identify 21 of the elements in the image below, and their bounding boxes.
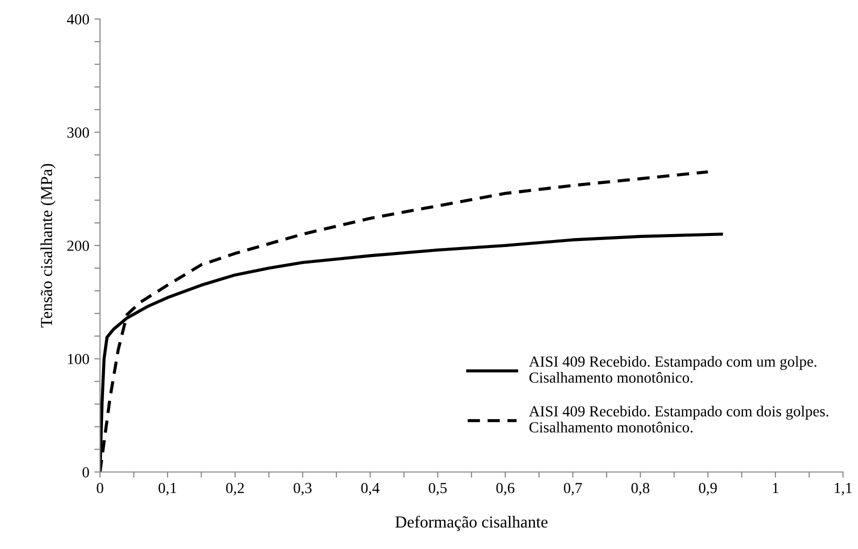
y-tick-label: 300 (67, 127, 89, 138)
x-tick-label: 0,8 (631, 482, 650, 496)
x-tick-label: 0,2 (226, 482, 244, 496)
legend-label: AISI 409 Recebido. Estampado com um golpe. Cisalhamento monotônico. (528, 356, 816, 383)
legend-label: AISI 409 Recebido. Estampado com dois golpes. Cisalhamento monotônico. (528, 406, 828, 433)
y-tick-label: 200 (67, 240, 89, 251)
x-tick-label: 0,5 (428, 482, 447, 496)
y-axis-title: Tensão cisalhante (MPa) (40, 164, 56, 328)
x-tick-label: 0,7 (564, 482, 582, 496)
x-axis-title: Deformação cisalhante (395, 516, 548, 531)
x-tick-label: 0,3 (294, 482, 312, 496)
x-tick-label: 0,9 (698, 482, 717, 496)
y-tick-label: 0 (82, 467, 89, 478)
y-tick-label: 100 (68, 354, 89, 364)
x-tick-label: 1,1 (834, 482, 852, 496)
x-tick-label: 0,6 (496, 482, 514, 496)
x-tick-label: 1 (772, 482, 778, 494)
x-tick-label: 0,4 (361, 482, 380, 496)
x-tick-label: 0 (96, 482, 104, 494)
x-tick-label: 0,1 (158, 482, 176, 496)
y-tick-label: 400 (66, 14, 89, 24)
